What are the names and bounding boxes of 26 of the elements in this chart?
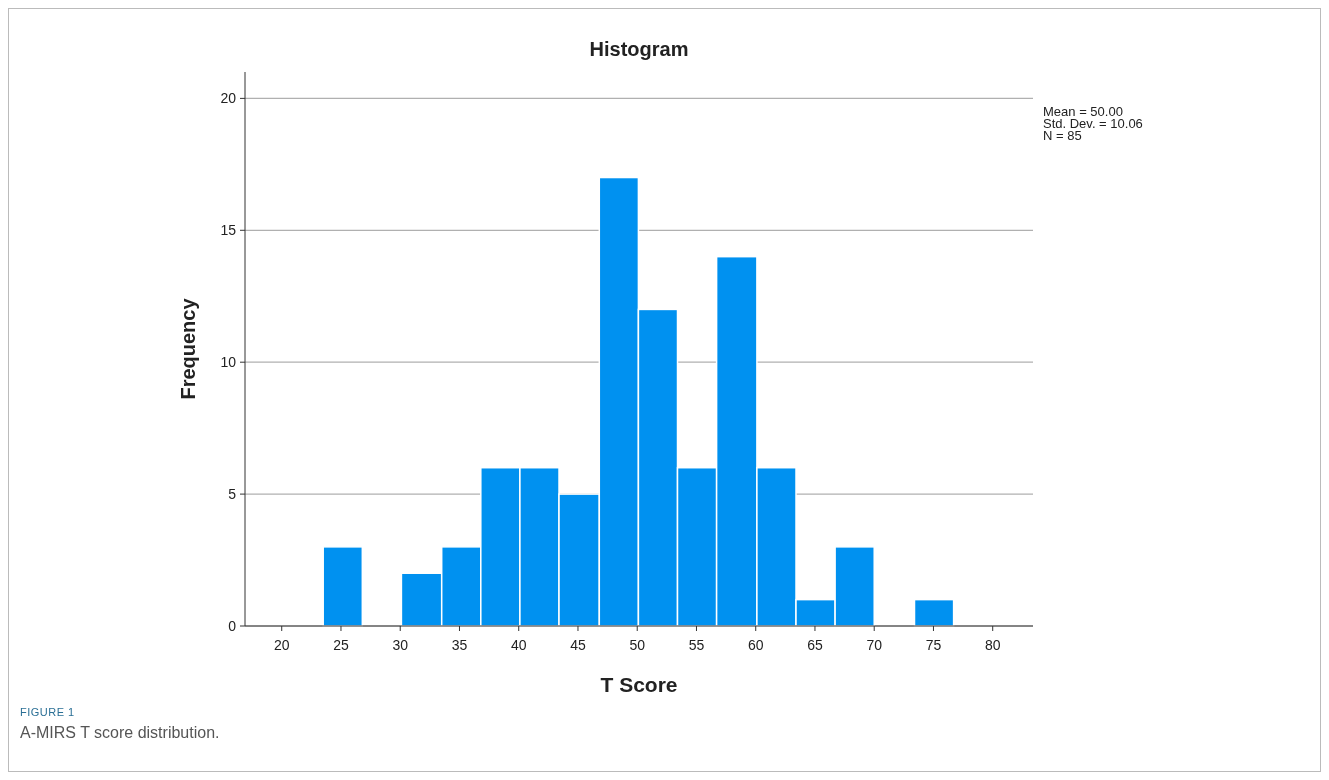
text: N = 85	[1043, 128, 1082, 143]
x-tick-label: 50	[629, 637, 646, 653]
x-tick-label: 75	[925, 637, 942, 653]
x-tick-label: 35	[451, 637, 468, 653]
text: A-MIRS T score distribution.	[20, 724, 220, 741]
text: Std. Dev. = 10.06	[1043, 116, 1143, 131]
y-axis-title: Frequency	[177, 297, 199, 400]
y-tick-label: 10	[220, 354, 237, 371]
y-tick-label: 20	[220, 90, 237, 107]
x-tick-label: 40	[510, 637, 527, 653]
x-tick-label: 25	[333, 637, 349, 653]
text: Mean = 50.00	[1043, 104, 1123, 119]
x-tick-label: 55	[688, 637, 705, 653]
x-axis-title: T Score	[600, 673, 678, 696]
caption: FIGURE 1	[20, 706, 75, 718]
x-tick-label: 70	[866, 637, 883, 653]
y-tick-label: 0	[228, 617, 237, 634]
x-tick-label: 60	[747, 637, 764, 653]
x-tick-label: 30	[392, 637, 409, 653]
x-tick-label: 65	[807, 637, 823, 653]
x-tick-label: 80	[984, 637, 1001, 653]
x-tick-label: 20	[273, 637, 290, 653]
chart-title: Histogram	[589, 38, 689, 60]
x-tick-label: 45	[570, 637, 586, 653]
y-tick-label: 15	[220, 222, 237, 239]
y-tick-label: 5	[228, 486, 237, 502]
